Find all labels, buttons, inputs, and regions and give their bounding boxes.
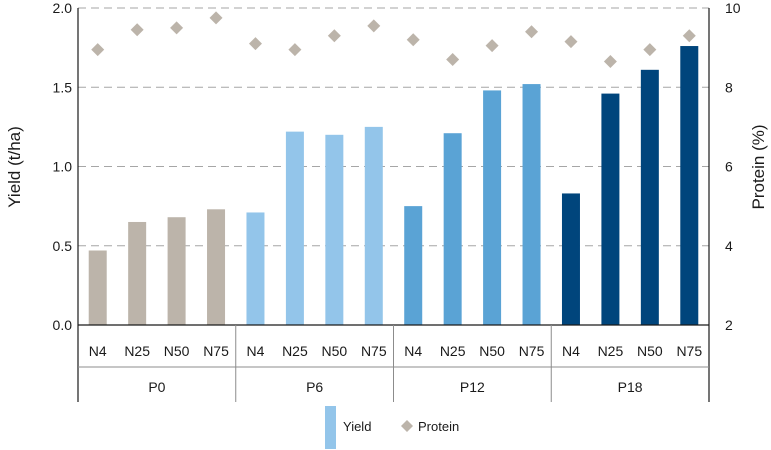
y-tick-label: 2.0 [53,0,73,16]
protein-marker [525,25,539,39]
yield-bar [285,131,304,325]
category-label: N25 [598,343,624,359]
category-label: N75 [676,343,702,359]
category-label: N75 [361,343,387,359]
yield-bar [88,250,107,325]
yield-bars [88,46,699,325]
category-label: N25 [124,343,150,359]
yield-bar [207,209,226,325]
protein-marker [170,21,184,35]
protein-marker [327,29,341,43]
category-label: N50 [322,343,348,359]
y2-tick-label: 8 [725,79,733,95]
category-label: N4 [562,343,580,359]
protein-marker [446,53,460,67]
yield-bar [680,46,699,325]
protein-marker [406,33,420,47]
group-label: P0 [148,379,165,395]
yield-bar [640,69,659,325]
yield-bar [325,134,344,325]
y2-tick-label: 6 [725,159,733,175]
yield-bar [246,212,265,325]
yield-bar [483,90,502,325]
group-label: P6 [306,379,323,395]
yield-bar [404,206,423,325]
category-label: N4 [404,343,422,359]
legend-yield-label: Yield [343,419,371,434]
protein-marker [130,23,144,37]
y2-tick-label: 2 [725,317,733,333]
category-labels: N4 N25 N50 N75 N4 N25 N50 N75 N4 N25 N50 N75 N4 N25 N5… [89,343,703,395]
category-label: N75 [519,343,545,359]
protein-marker [91,43,105,57]
y-tick-label: 1.5 [53,79,73,95]
category-label: N50 [637,343,663,359]
yield-bar [128,221,147,325]
legend: Yield Protein [325,406,459,449]
y2-axis-title: Protein (%) [749,124,768,209]
yield-bar [601,93,620,325]
group-label: P12 [460,379,485,395]
yield-bar [364,126,383,325]
category-label: N50 [164,343,190,359]
y-axis-title: Yield (t/ha) [5,126,24,208]
category-label: N75 [203,343,229,359]
legend-protein-marker [401,420,413,432]
category-label: N25 [282,343,308,359]
protein-marker [367,19,381,33]
protein-marker [288,43,302,57]
y-tick-label: 0.5 [53,238,73,254]
protein-marker [209,11,223,25]
yield-bar [167,217,186,325]
y-tick-label: 0.0 [53,317,73,333]
category-label: N50 [479,343,505,359]
protein-markers [91,11,696,68]
y-tick-label: 1.0 [53,159,73,175]
group-label: P18 [618,379,643,395]
protein-marker [643,43,657,57]
category-label: N25 [440,343,466,359]
legend-yield-swatch [325,406,336,449]
protein-marker [564,35,578,49]
yield-bar [561,193,580,325]
legend-protein-label: Protein [418,419,459,434]
y2-tick-label: 10 [725,0,741,16]
yield-bar [443,133,462,325]
axes [77,8,710,402]
tick-labels: 0.0 0.5 1.0 1.5 2.0 2 4 6 8 10 [53,0,741,333]
protein-marker [603,54,617,68]
yield-bar [522,84,541,325]
category-label: N4 [247,343,265,359]
category-label: N4 [89,343,107,359]
y2-tick-label: 4 [725,238,733,254]
protein-marker [248,37,262,51]
protein-marker [485,39,499,53]
protein-marker [682,29,696,43]
